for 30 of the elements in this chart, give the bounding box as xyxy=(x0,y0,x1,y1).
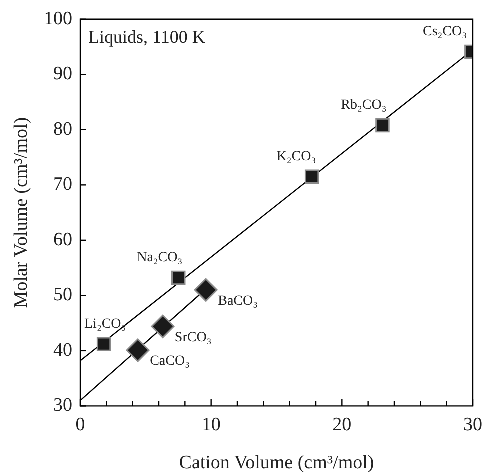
point xyxy=(304,170,320,184)
point xyxy=(126,338,150,362)
annotation: CaCO₃ xyxy=(150,354,190,370)
annotation: Li₂CO₃ xyxy=(84,316,126,332)
y-tick-label: 40 xyxy=(54,340,72,361)
y-tick-label: 90 xyxy=(54,64,72,85)
x-tick-label: 10 xyxy=(202,414,221,436)
annotation: SrCO₃ xyxy=(174,330,212,346)
annotation: Cs₂CO₃ xyxy=(423,24,468,40)
annotation: Rb₂CO₃ xyxy=(341,98,387,114)
y-tick-label: 50 xyxy=(54,284,72,306)
x-tick-label: 0 xyxy=(76,414,86,436)
point xyxy=(194,278,218,302)
x-axis-title: Cation Volume (cm³/mol) xyxy=(179,452,374,474)
y-tick-label: 30 xyxy=(54,395,72,416)
y-tick-label: 70 xyxy=(54,174,72,196)
point xyxy=(376,118,390,133)
annotation: K₂CO₃ xyxy=(276,150,316,165)
x-tick-label: 20 xyxy=(332,414,352,436)
y-tick-label: 60 xyxy=(54,229,72,250)
y-tick-label: 80 xyxy=(54,118,72,140)
annotation: Liquids, 1100 K xyxy=(88,27,206,48)
point xyxy=(96,337,112,352)
point xyxy=(151,314,175,338)
x-tick-label: 30 xyxy=(464,414,482,436)
y-axis-title: Molar Volume (cm³/mol) xyxy=(10,117,32,308)
y-tick-label: 100 xyxy=(44,8,72,30)
annotation: BaCO₃ xyxy=(218,294,258,309)
annotation: Na₂CO₃ xyxy=(137,250,183,266)
point xyxy=(172,270,186,286)
